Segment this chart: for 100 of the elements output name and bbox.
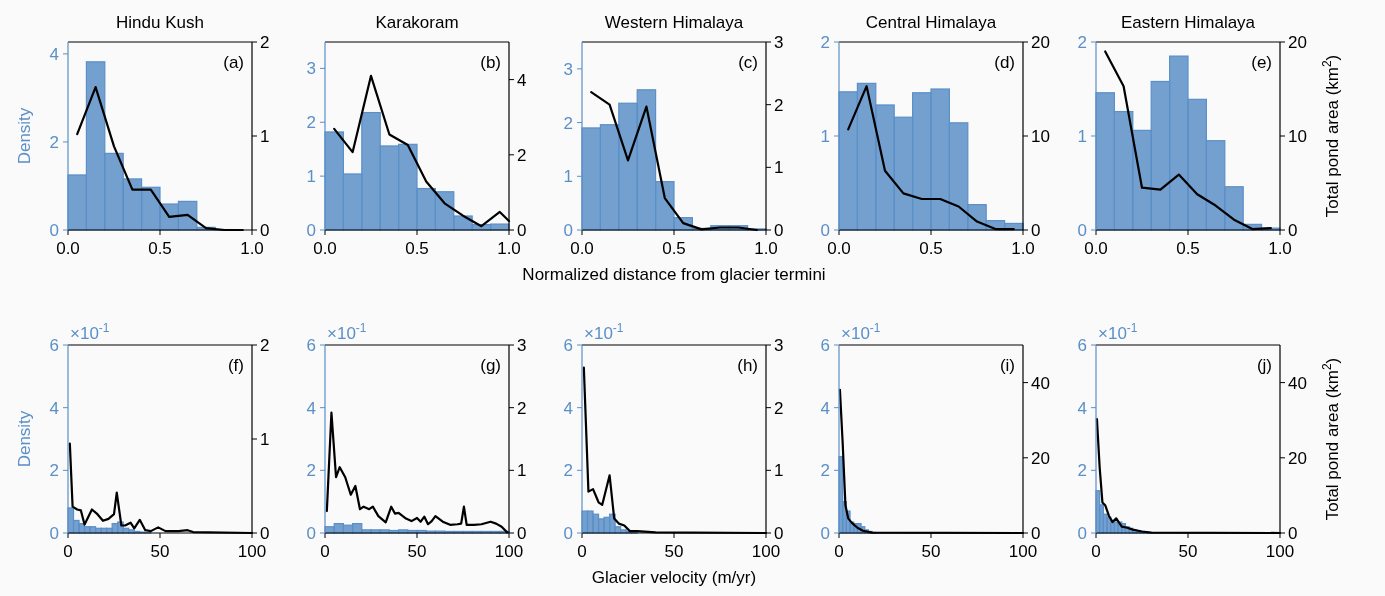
y-tick-label: 3 [563, 59, 573, 79]
y-tick-label: 1 [306, 167, 316, 187]
y-tick-label: 2 [563, 461, 573, 481]
y2-tick-label: 10 [1288, 127, 1307, 146]
y-tick-label: 2 [563, 113, 573, 133]
x-tick-label: 50 [407, 542, 427, 561]
annotation: (a) [223, 53, 244, 72]
x-tick-label: 0 [63, 542, 73, 561]
y2-tick-label: 3 [774, 336, 784, 355]
y2-tick-label: 2 [774, 398, 784, 418]
y2-tick-label: 2 [774, 95, 784, 115]
y2-tick-label: 2 [517, 145, 527, 165]
y-tick-label: 4 [306, 398, 316, 418]
y-tick-label: 2 [306, 461, 316, 481]
y-tick-label: 0 [306, 221, 316, 240]
chart-title: Hindu Kush [116, 13, 204, 32]
y2-tick-label: 4 [517, 70, 527, 90]
y-tick-label: 1 [1077, 127, 1087, 146]
x-tick-label: 0 [320, 542, 330, 561]
y-tick-label: 0 [49, 524, 59, 543]
y-tick-label: 0 [563, 221, 573, 240]
x-tick-label: 0.0 [56, 239, 80, 258]
y2-tick-label: 0 [1288, 524, 1298, 543]
y2-tick-label: 1 [260, 127, 270, 146]
y-axis-title: Density [15, 410, 34, 468]
x-tick-label: 0.5 [662, 239, 686, 258]
y2-tick-label: 1 [517, 461, 527, 481]
x-tick-label: 50 [1178, 542, 1198, 561]
x-tick-label: 0 [1091, 542, 1101, 561]
y2-tick-label: 40 [1288, 373, 1307, 393]
y2-tick-label: 0 [517, 524, 527, 543]
y2-tick-label: 0 [774, 524, 784, 543]
x-axis-title: Glacier velocity (m/yr) [591, 568, 757, 587]
y-tick-label: 4 [820, 398, 830, 418]
y2-tick-label: 20 [1288, 448, 1307, 468]
chart-title: Eastern Himalaya [1120, 13, 1256, 32]
x-tick-label: 100 [494, 542, 524, 561]
x-tick-label: 0 [834, 542, 844, 561]
y2-tick-label: 0 [1288, 221, 1298, 240]
annotation: (g) [480, 356, 501, 375]
y-axis-title: Density [15, 107, 34, 165]
x-tick-label: 100 [751, 542, 781, 561]
annotation: (e) [1251, 53, 1272, 72]
y2-tick-label: 2 [260, 33, 270, 52]
y-tick-label: 0 [1077, 524, 1087, 543]
y2-tick-label: 3 [517, 336, 527, 355]
annotation: (i) [999, 356, 1015, 375]
x-tick-label: 50 [664, 542, 684, 561]
y2-tick-label: 0 [1031, 221, 1041, 240]
y2-tick-label: 2 [260, 336, 270, 355]
annotation: (h) [737, 356, 758, 375]
y-tick-label: 1 [820, 127, 830, 146]
y-tick-label: 6 [1077, 336, 1087, 355]
y-tick-label: 0 [306, 524, 316, 543]
x-tick-label: 1.0 [1011, 239, 1035, 258]
x-tick-label: 0.0 [313, 239, 337, 258]
y2-tick-label: 0 [260, 221, 270, 240]
y2-tick-label: 10 [1031, 127, 1050, 146]
y-tick-label: 4 [563, 398, 573, 418]
y2-tick-label: 1 [774, 158, 784, 178]
x-tick-label: 0.5 [405, 239, 429, 258]
chart-title: Western Himalaya [604, 13, 744, 32]
y2-tick-label: 20 [1288, 33, 1307, 52]
y-tick-label: 2 [49, 132, 59, 152]
x-tick-label: 0 [577, 542, 587, 561]
chart-title: Karakoram [375, 13, 459, 32]
x-tick-label: 0.0 [827, 239, 851, 258]
text: ×10$^{-1}$ [584, 321, 624, 343]
x-tick-label: 0.5 [919, 239, 943, 258]
x-tick-label: 100 [237, 542, 267, 561]
x-tick-label: 1.0 [754, 239, 778, 258]
chart-title: Central Himalaya [865, 13, 997, 32]
y2-tick-label: 1 [774, 461, 784, 481]
annotation: (b) [480, 53, 501, 72]
text: ×10$^{-1}$ [70, 321, 110, 343]
y2-tick-label: 20 [1031, 33, 1050, 52]
y-tick-label: 1 [563, 167, 573, 187]
y-tick-label: 6 [563, 336, 573, 355]
annotation: (d) [994, 53, 1015, 72]
x-axis-title: Normalized distance from glacier termini [522, 265, 826, 284]
y2-tick-label: 20 [1031, 448, 1050, 468]
y-tick-label: 0 [563, 524, 573, 543]
y-tick-label: 2 [49, 461, 59, 481]
y-tick-label: 3 [306, 59, 316, 79]
text: ×10$^{-1}$ [1098, 321, 1138, 343]
y-tick-label: 4 [1077, 398, 1087, 418]
y-tick-label: 0 [820, 524, 830, 543]
annotation: (c) [738, 53, 758, 72]
text: ×10$^{-1}$ [841, 321, 881, 343]
y-tick-label: 2 [820, 461, 830, 481]
y-tick-label: 2 [306, 113, 316, 133]
x-tick-label: 50 [150, 542, 170, 561]
x-tick-label: 1.0 [240, 239, 264, 258]
y2-tick-label: 0 [1031, 524, 1041, 543]
y2-tick-label: 40 [1031, 373, 1050, 393]
y2-tick-label: 1 [260, 430, 270, 449]
x-tick-label: 0.5 [148, 239, 172, 258]
y2-tick-label: 3 [774, 33, 784, 52]
y2-tick-label: 2 [517, 398, 527, 418]
x-tick-label: 1.0 [497, 239, 521, 258]
